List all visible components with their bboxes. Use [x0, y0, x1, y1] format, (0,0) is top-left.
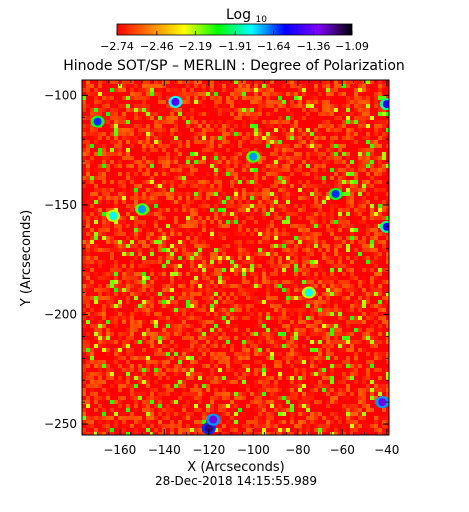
colorbar-tick-label: −1.64 [257, 40, 291, 53]
bright-patch [209, 415, 218, 424]
colorbar-tick-label: −2.19 [178, 40, 212, 53]
y-tick-label: −100 [44, 88, 77, 102]
x-axis-label: X (Arcseconds) [187, 460, 284, 475]
bright-patch [171, 97, 180, 106]
colorbar-tick-label: −1.09 [335, 40, 369, 53]
heatmap-cells [82, 80, 389, 435]
bright-patch [382, 222, 389, 231]
x-tick-label: −80 [285, 443, 310, 457]
bright-patch [109, 211, 118, 220]
bright-patch [378, 398, 387, 407]
timestamp: 28-Dec-2018 14:15:55.989 [155, 474, 317, 488]
x-tick-label: −60 [330, 443, 355, 457]
bright-patch [138, 205, 147, 214]
x-tick-label: −140 [148, 443, 181, 457]
x-tick-label: −160 [103, 443, 136, 457]
bright-patch [249, 152, 258, 161]
y-tick-label: −250 [44, 417, 77, 431]
bright-patch [304, 288, 313, 297]
x-tick-label: −120 [192, 443, 225, 457]
y-axis-label: Y (Arcseconds) [19, 210, 34, 307]
x-tick-label: −40 [374, 443, 399, 457]
bright-patch [204, 424, 213, 433]
y-axis: −100 −150 −200 −250 [44, 88, 389, 431]
colorbar-tick-label: −2.46 [140, 40, 174, 53]
y-tick-label: −150 [44, 198, 77, 212]
bright-patch [331, 189, 340, 198]
colorbar-tick-label: −1.36 [297, 40, 331, 53]
colorbar-title-main: Log [226, 7, 251, 23]
colorbar [116, 23, 353, 36]
colorbar-title-sub: 10 [255, 15, 267, 25]
heatmap-area [82, 80, 389, 435]
colorbar-tick-label: −2.74 [100, 40, 134, 53]
y-tick-label: −200 [44, 307, 77, 321]
x-axis: −160 −140 −120 −100 −80 −60 −40 [97, 80, 399, 457]
plot-frame [81, 79, 390, 436]
bright-patches [90, 95, 389, 435]
chart-title: Hinode SOT/SP – MERLIN : Degree of Polar… [63, 58, 405, 74]
colorbar-tick-label: −1.91 [218, 40, 252, 53]
colorbar-title: Log 10 [226, 7, 267, 25]
x-tick-label: −100 [237, 443, 270, 457]
bright-patch [93, 117, 102, 126]
bright-patch [382, 100, 389, 109]
colorbar-ticks: −2.74 −2.46 −2.19 −1.91 −1.64 −1.36 −1.09 [100, 31, 369, 53]
